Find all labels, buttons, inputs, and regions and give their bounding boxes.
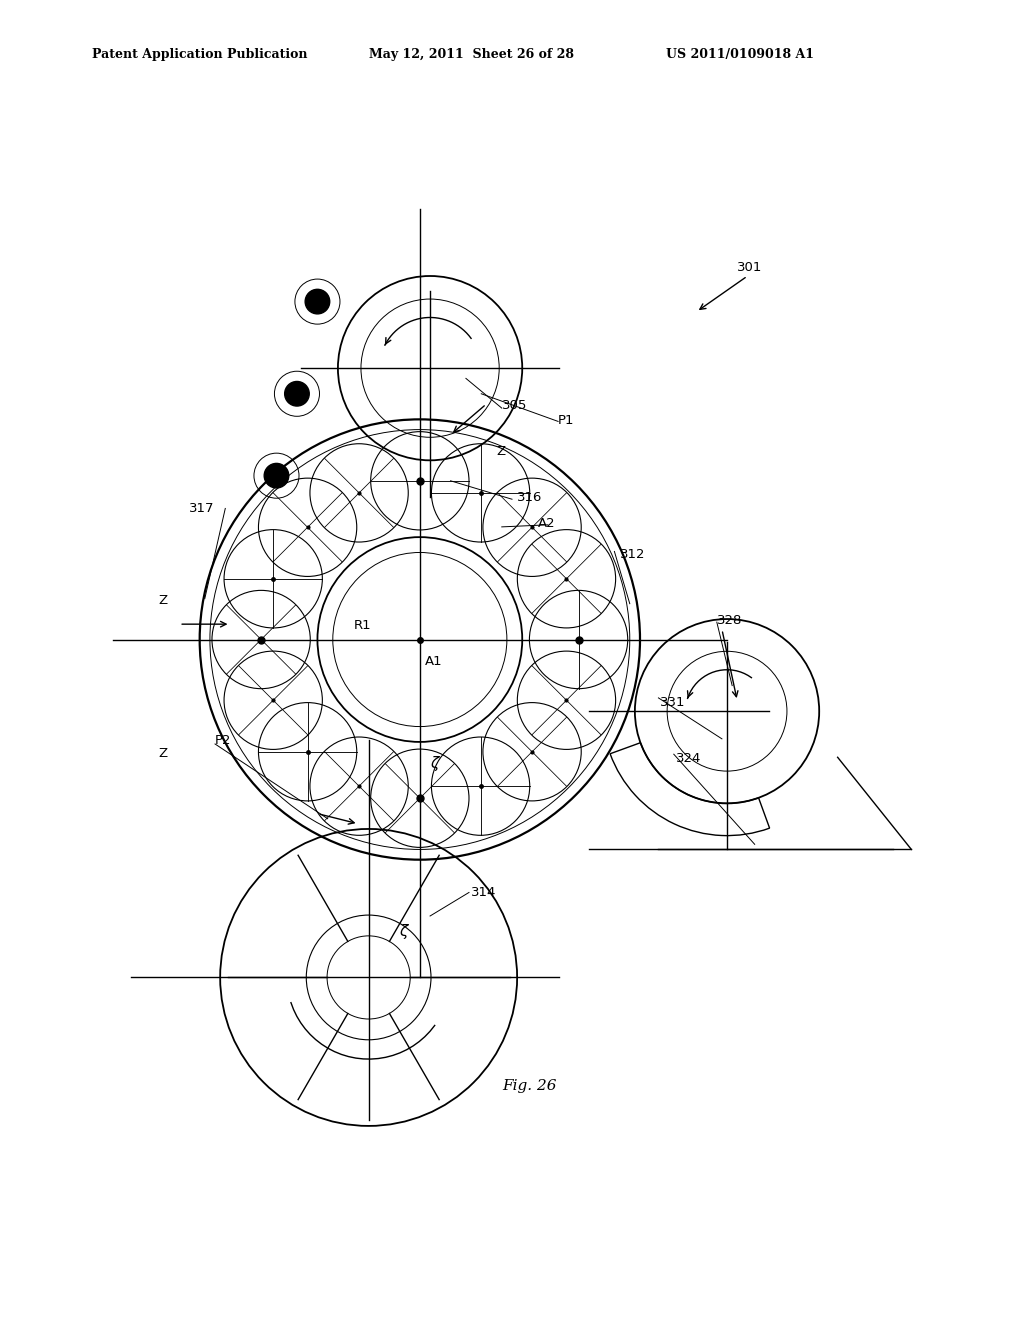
Text: 314: 314 [471, 886, 497, 899]
Circle shape [305, 289, 330, 314]
Text: 312: 312 [620, 548, 645, 561]
Text: 324: 324 [676, 752, 701, 766]
Text: 317: 317 [189, 502, 215, 515]
Text: US 2011/0109018 A1: US 2011/0109018 A1 [666, 48, 814, 61]
Text: A1: A1 [425, 655, 442, 668]
Text: P1: P1 [558, 414, 574, 428]
Circle shape [264, 463, 289, 488]
Text: Z: Z [159, 747, 168, 760]
Text: 305: 305 [502, 399, 527, 412]
Text: 301: 301 [737, 261, 763, 273]
Text: P2: P2 [215, 734, 231, 747]
Text: May 12, 2011  Sheet 26 of 28: May 12, 2011 Sheet 26 of 28 [369, 48, 573, 61]
Text: Fig. 26: Fig. 26 [502, 1078, 556, 1093]
Circle shape [285, 381, 309, 407]
Text: $\zeta$: $\zeta$ [399, 923, 411, 941]
Text: $\zeta$: $\zeta$ [430, 754, 441, 772]
Text: 328: 328 [717, 614, 742, 627]
Text: Patent Application Publication: Patent Application Publication [92, 48, 307, 61]
Text: Z: Z [497, 445, 506, 458]
Text: 331: 331 [660, 696, 686, 709]
Text: A2: A2 [538, 517, 555, 529]
Text: R1: R1 [353, 619, 371, 632]
Text: Z: Z [159, 594, 168, 607]
Text: 316: 316 [517, 491, 543, 504]
